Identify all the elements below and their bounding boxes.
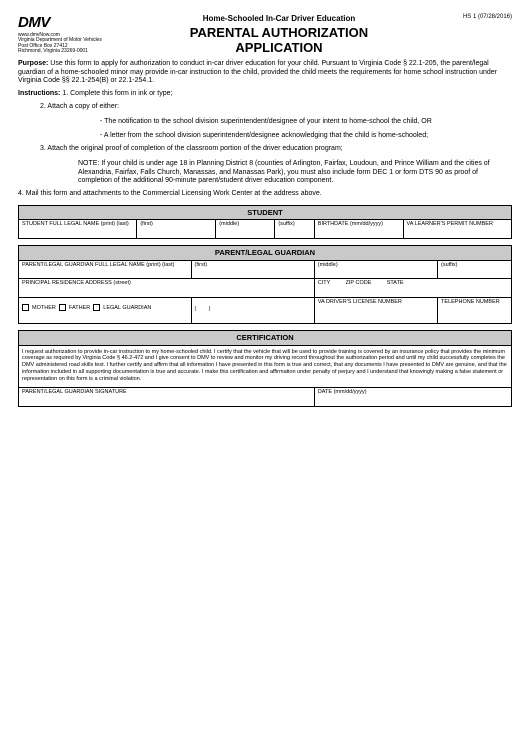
title-line2: APPLICATION xyxy=(110,41,448,56)
guardian-suffix[interactable]: (suffix) xyxy=(438,260,512,279)
father-checkbox[interactable] xyxy=(59,304,66,311)
purpose-block: Purpose: Use this form to apply for auth… xyxy=(18,60,512,86)
guardian-role[interactable]: MOTHER FATHER LEGAL GUARDIAN xyxy=(19,298,192,324)
cert-text: I request authorization to provide in-ca… xyxy=(19,345,512,387)
student-last[interactable]: STUDENT FULL LEGAL NAME (print) (last) xyxy=(19,220,137,239)
cert-date[interactable]: DATE (mm/dd/yyyy) xyxy=(314,387,511,406)
step4: 4. Mail this form and attachments to the… xyxy=(18,190,512,199)
step2a: - The notification to the school divisio… xyxy=(100,118,512,127)
instructions-label: Instructions: xyxy=(18,90,60,97)
cert-signature[interactable]: PARENT/LEGAL GUARDIAN SIGNATURE xyxy=(19,387,315,406)
guardian-table: PARENT/LEGAL GUARDIAN PARENT/LEGAL GUARD… xyxy=(18,245,512,324)
certification-table: CERTIFICATION I request authorization to… xyxy=(18,330,512,407)
legal-guardian-checkbox[interactable] xyxy=(93,304,100,311)
student-table: STUDENT STUDENT FULL LEGAL NAME (print) … xyxy=(18,205,512,239)
step2: 2. Attach a copy of either: xyxy=(40,103,512,112)
student-band: STUDENT xyxy=(19,205,512,219)
instructions-block: Instructions: 1. Complete this form in i… xyxy=(18,90,512,99)
dmv-logo: DMV xyxy=(18,14,50,31)
guardian-city-state-zip[interactable]: CITY ZIP CODE STATE xyxy=(314,279,511,298)
agency-line3: Richmond, Virginia 23269-0001 xyxy=(18,49,110,55)
mother-checkbox[interactable] xyxy=(22,304,29,311)
agency-block: DMV www.dmvNow.com Virginia Department o… xyxy=(18,14,110,55)
step3: 3. Attach the original proof of completi… xyxy=(40,145,512,154)
cert-band: CERTIFICATION xyxy=(19,331,512,345)
student-permit[interactable]: VA LEARNER'S PERMIT NUMBER xyxy=(403,220,511,239)
guardian-telephone[interactable]: TELEPHONE NUMBER xyxy=(438,298,512,324)
student-suffix[interactable]: (suffix) xyxy=(275,220,314,239)
purpose-text: Use this form to apply for authorization… xyxy=(18,60,497,85)
title-block: Home-Schooled In-Car Driver Education PA… xyxy=(110,14,448,56)
pretitle: Home-Schooled In-Car Driver Education xyxy=(110,14,448,24)
step1: 1. Complete this form in ink or type; xyxy=(62,90,172,97)
step2b: - A letter from the school division supe… xyxy=(100,132,512,141)
guardian-last[interactable]: PARENT/LEGAL GUARDIAN FULL LEGAL NAME (p… xyxy=(19,260,192,279)
student-first[interactable]: (first) xyxy=(137,220,216,239)
form-number: HS 1 (07/28/2016) xyxy=(448,14,512,22)
title-line1: PARENTAL AUTHORIZATION xyxy=(110,26,448,41)
guardian-middle[interactable]: (middle) xyxy=(314,260,437,279)
guardian-first[interactable]: (first) xyxy=(191,260,314,279)
header: DMV www.dmvNow.com Virginia Department o… xyxy=(18,14,512,56)
student-middle[interactable]: (middle) xyxy=(216,220,275,239)
student-birthdate[interactable]: BIRTHDATE (mm/dd/yyyy) xyxy=(314,220,403,239)
guardian-license[interactable]: VA DRIVER'S LICENSE NUMBER xyxy=(314,298,437,324)
purpose-label: Purpose: xyxy=(18,60,48,67)
guardian-phone-area[interactable]: ( ) xyxy=(191,298,314,324)
step3-note: NOTE: If your child is under age 18 in P… xyxy=(78,160,512,186)
guardian-address[interactable]: PRINCIPAL RESIDENCE ADDRESS (street) xyxy=(19,279,315,298)
form-page: DMV www.dmvNow.com Virginia Department o… xyxy=(0,0,530,421)
guardian-band: PARENT/LEGAL GUARDIAN xyxy=(19,246,512,260)
